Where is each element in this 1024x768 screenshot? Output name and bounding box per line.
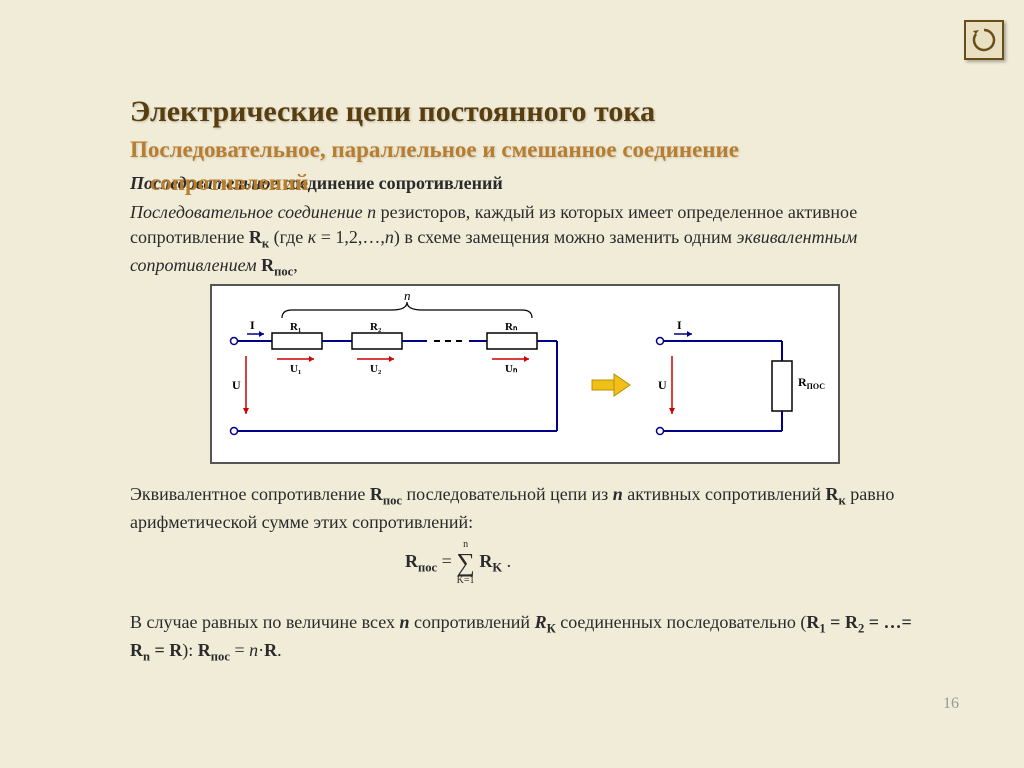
p3-t14sub: пос <box>211 650 230 664</box>
p2-t2sub: пос <box>383 494 402 508</box>
u2-label: U₂ <box>370 363 382 375</box>
p3-t16: n <box>249 640 258 660</box>
f1-rhs: R <box>479 551 492 571</box>
p2-t2: R <box>370 484 383 504</box>
f1-period: . <box>502 551 511 571</box>
p3-t14: R <box>198 640 211 660</box>
p1-t6: = 1,2,…, <box>316 227 385 247</box>
paragraph-1: Последовательное соединение n резисторов… <box>130 200 930 282</box>
section-heading-rest: соединение сопротивлений <box>278 173 502 193</box>
p3-t8: R <box>845 612 858 632</box>
p3-t6: R <box>806 612 819 632</box>
page-subtitle: Последовательное, параллельное и смешанн… <box>130 135 910 165</box>
f1-lhs: R <box>405 551 418 571</box>
back-arrow-icon <box>970 26 998 54</box>
p1-t10: R <box>261 255 274 275</box>
p2-t6sub: к <box>838 494 845 508</box>
p3-t4sub: К <box>547 622 556 636</box>
brace-label-n: n <box>404 288 411 303</box>
r2-label: R₂ <box>370 321 382 333</box>
circuit-diagram: n I R₁ U₁ R₂ U₂ Rₙ Uₙ <box>210 284 840 464</box>
p3-t13: ): <box>182 640 198 660</box>
f1-eq: = <box>437 551 456 571</box>
r1-label: R₁ <box>290 321 301 333</box>
p1-t4: (где <box>269 227 308 247</box>
p1-t8: ) в схеме замещения можно заменить одним <box>394 227 737 247</box>
p2-t1: Эквивалентное сопротивление <box>130 484 370 504</box>
p3-t19: . <box>277 640 282 660</box>
p3-t15: = <box>230 640 249 660</box>
page-number: 16 <box>943 695 959 713</box>
paragraph-2: Эквивалентное сопротивление Rпос последо… <box>130 482 930 535</box>
p3-t18: R <box>264 640 277 660</box>
rpos-label: RПОС <box>798 375 825 391</box>
page-title: Электрические цепи постоянного тока <box>130 95 655 129</box>
p1-t7: n <box>385 227 394 247</box>
p3-t4: R <box>535 612 547 632</box>
p3-t9: = …= <box>864 612 912 632</box>
p2-t5: активных сопротивлений <box>623 484 826 504</box>
back-button[interactable] <box>964 20 1004 60</box>
circuit-svg: n I R₁ U₁ R₂ U₂ Rₙ Uₙ <box>212 286 838 462</box>
paragraph-3: В случае равных по величине всех n сопро… <box>130 610 930 666</box>
p1-t10sub: пос <box>274 265 293 279</box>
left-label-U: U <box>232 378 241 392</box>
p3-t2: n <box>400 612 410 632</box>
p2-t4: n <box>613 484 623 504</box>
p3-t1: В случае равных по величине всех <box>130 612 400 632</box>
formula-1: Rпос = n∑K=1 RK . <box>405 540 511 586</box>
p3-t5: соединенных последовательно ( <box>556 612 807 632</box>
p3-t10: R <box>130 640 143 660</box>
p3-t7: = <box>826 612 845 632</box>
rn-label: Rₙ <box>505 321 518 333</box>
u1-label: U₁ <box>290 363 301 375</box>
subtitle-overlap: сопротивлений <box>150 170 308 196</box>
right-label-I: I <box>677 318 682 332</box>
right-label-U: U <box>658 378 667 392</box>
p1-t11: , <box>293 255 298 275</box>
p1-t3: R <box>249 227 262 247</box>
sum-lower: K=1 <box>456 576 475 586</box>
p2-t3: последовательной цепи из <box>402 484 613 504</box>
p1-t1: Последовательное соединение n <box>130 202 376 222</box>
f1-lhs-sub: пос <box>418 561 437 575</box>
p3-t11: = <box>150 640 169 660</box>
p1-t5: к <box>308 227 316 247</box>
f1-rhs-sub: K <box>492 561 502 575</box>
p2-t6: R <box>825 484 838 504</box>
p3-t3: сопротивлений <box>410 612 535 632</box>
summation-symbol: n∑K=1 <box>456 540 475 586</box>
p3-t10sub: n <box>143 650 150 664</box>
left-label-I: I <box>250 318 255 332</box>
p3-t12: R <box>169 640 182 660</box>
un-label: Uₙ <box>505 363 518 375</box>
